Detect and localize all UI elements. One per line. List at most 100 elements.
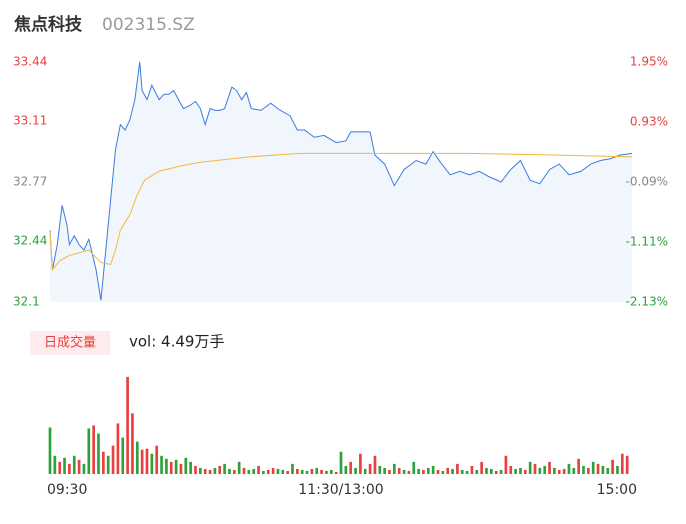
volume-bar bbox=[480, 461, 483, 474]
volume-bar bbox=[48, 427, 52, 474]
x-tick-label: 15:00 bbox=[597, 482, 637, 498]
volume-bar bbox=[349, 461, 353, 474]
volume-bar bbox=[199, 467, 202, 474]
volume-bar bbox=[257, 465, 260, 474]
volume-bar bbox=[402, 469, 406, 474]
y-tick-label: 32.77 bbox=[13, 175, 47, 189]
volume-bar bbox=[252, 468, 256, 474]
y2-tick-label: -2.13% bbox=[626, 295, 668, 309]
volume-bar bbox=[247, 469, 251, 474]
volume-bar bbox=[441, 470, 445, 474]
price-area bbox=[50, 62, 632, 302]
volume-bar bbox=[194, 465, 197, 474]
volume-bar bbox=[591, 461, 595, 474]
volume-bar bbox=[436, 469, 440, 474]
y-tick-label: 32.1 bbox=[13, 295, 40, 309]
volume-bar bbox=[150, 453, 154, 474]
volume-bar bbox=[344, 465, 348, 474]
volume-bar bbox=[504, 455, 508, 474]
volume-bar bbox=[339, 451, 343, 474]
y-tick-label: 33.11 bbox=[13, 114, 47, 128]
volume-bar bbox=[223, 463, 226, 474]
volume-bar bbox=[465, 470, 469, 474]
volume-bar bbox=[77, 459, 81, 474]
y2-tick-label: -0.09% bbox=[626, 175, 668, 189]
volume-bar bbox=[451, 468, 454, 474]
volume-bar bbox=[548, 461, 551, 474]
volume-bar bbox=[208, 469, 212, 474]
volume-bar bbox=[53, 455, 57, 474]
volume-bar bbox=[383, 467, 386, 474]
volume-bar bbox=[228, 468, 231, 474]
volume-bar bbox=[577, 458, 580, 474]
volume-bar bbox=[528, 461, 532, 474]
x-tick-label: 11:30/13:00 bbox=[298, 482, 383, 498]
volume-bar bbox=[145, 448, 149, 474]
x-tick-label: 09:30 bbox=[47, 482, 87, 498]
volume-bar bbox=[63, 457, 66, 474]
volume-bar bbox=[514, 468, 517, 474]
volume-bar bbox=[271, 467, 275, 474]
volume-bar bbox=[300, 469, 304, 474]
volume-bar bbox=[543, 465, 547, 474]
average-line bbox=[49, 152, 633, 272]
volume-bar bbox=[572, 467, 576, 474]
volume-bar bbox=[494, 470, 498, 474]
volume-bar bbox=[266, 469, 270, 474]
volume-bar bbox=[325, 470, 328, 474]
volume-bar bbox=[174, 459, 178, 474]
volume-bar bbox=[140, 449, 144, 474]
volume-button-bg[interactable] bbox=[30, 331, 110, 355]
volume-bar bbox=[523, 469, 527, 474]
volume-bar bbox=[625, 455, 629, 474]
volume-bar bbox=[155, 445, 159, 474]
volume-bar bbox=[232, 469, 236, 474]
volume-bar bbox=[106, 455, 110, 474]
volume-bar bbox=[102, 451, 105, 474]
volume-bar bbox=[606, 467, 610, 474]
volume-bar bbox=[557, 469, 561, 474]
volume-bar bbox=[218, 465, 222, 474]
volume-bar bbox=[359, 453, 362, 474]
volume-bar bbox=[412, 461, 416, 474]
volume-bar bbox=[388, 469, 391, 474]
volume-bar bbox=[116, 423, 120, 474]
volume-bar bbox=[519, 467, 522, 474]
volume-bar bbox=[160, 455, 163, 474]
volume-bar bbox=[165, 458, 168, 474]
volume-bar bbox=[567, 463, 571, 474]
stock-name: 焦点科技 bbox=[13, 14, 83, 35]
volume-bar bbox=[111, 445, 115, 474]
volume-bar bbox=[68, 463, 71, 474]
y2-tick-label: 1.95% bbox=[630, 55, 668, 69]
volume-bar bbox=[470, 465, 474, 474]
price-line bbox=[49, 61, 633, 301]
y-tick-label: 33.44 bbox=[13, 55, 47, 69]
volume-bar bbox=[131, 413, 134, 474]
stock-code: 002315.SZ bbox=[102, 15, 195, 35]
volume-button[interactable]: 日成交量 bbox=[44, 335, 96, 351]
volume-bar bbox=[354, 467, 357, 474]
volume-bar bbox=[213, 467, 217, 474]
volume-bar bbox=[184, 457, 188, 474]
volume-bar bbox=[562, 468, 566, 474]
volume-bar bbox=[587, 467, 590, 474]
volume-bar bbox=[121, 437, 125, 474]
volume-bar bbox=[87, 428, 91, 474]
volume-bar bbox=[189, 461, 192, 474]
volume-bar bbox=[620, 453, 624, 474]
volume-bar bbox=[320, 469, 323, 474]
volume-bar bbox=[397, 467, 401, 474]
volume-bar bbox=[431, 465, 435, 474]
volume-bar bbox=[373, 455, 377, 474]
volume-bar bbox=[72, 455, 76, 474]
volume-bar bbox=[393, 463, 396, 474]
volume-bar bbox=[426, 467, 430, 474]
y2-tick-label: 0.93% bbox=[630, 115, 668, 129]
y2-tick-label: -1.11% bbox=[626, 235, 668, 249]
volume-bar bbox=[305, 470, 309, 474]
volume-bar bbox=[286, 470, 289, 474]
volume-bar bbox=[82, 463, 86, 474]
volume-label: vol: 4.49万手 bbox=[129, 333, 224, 351]
